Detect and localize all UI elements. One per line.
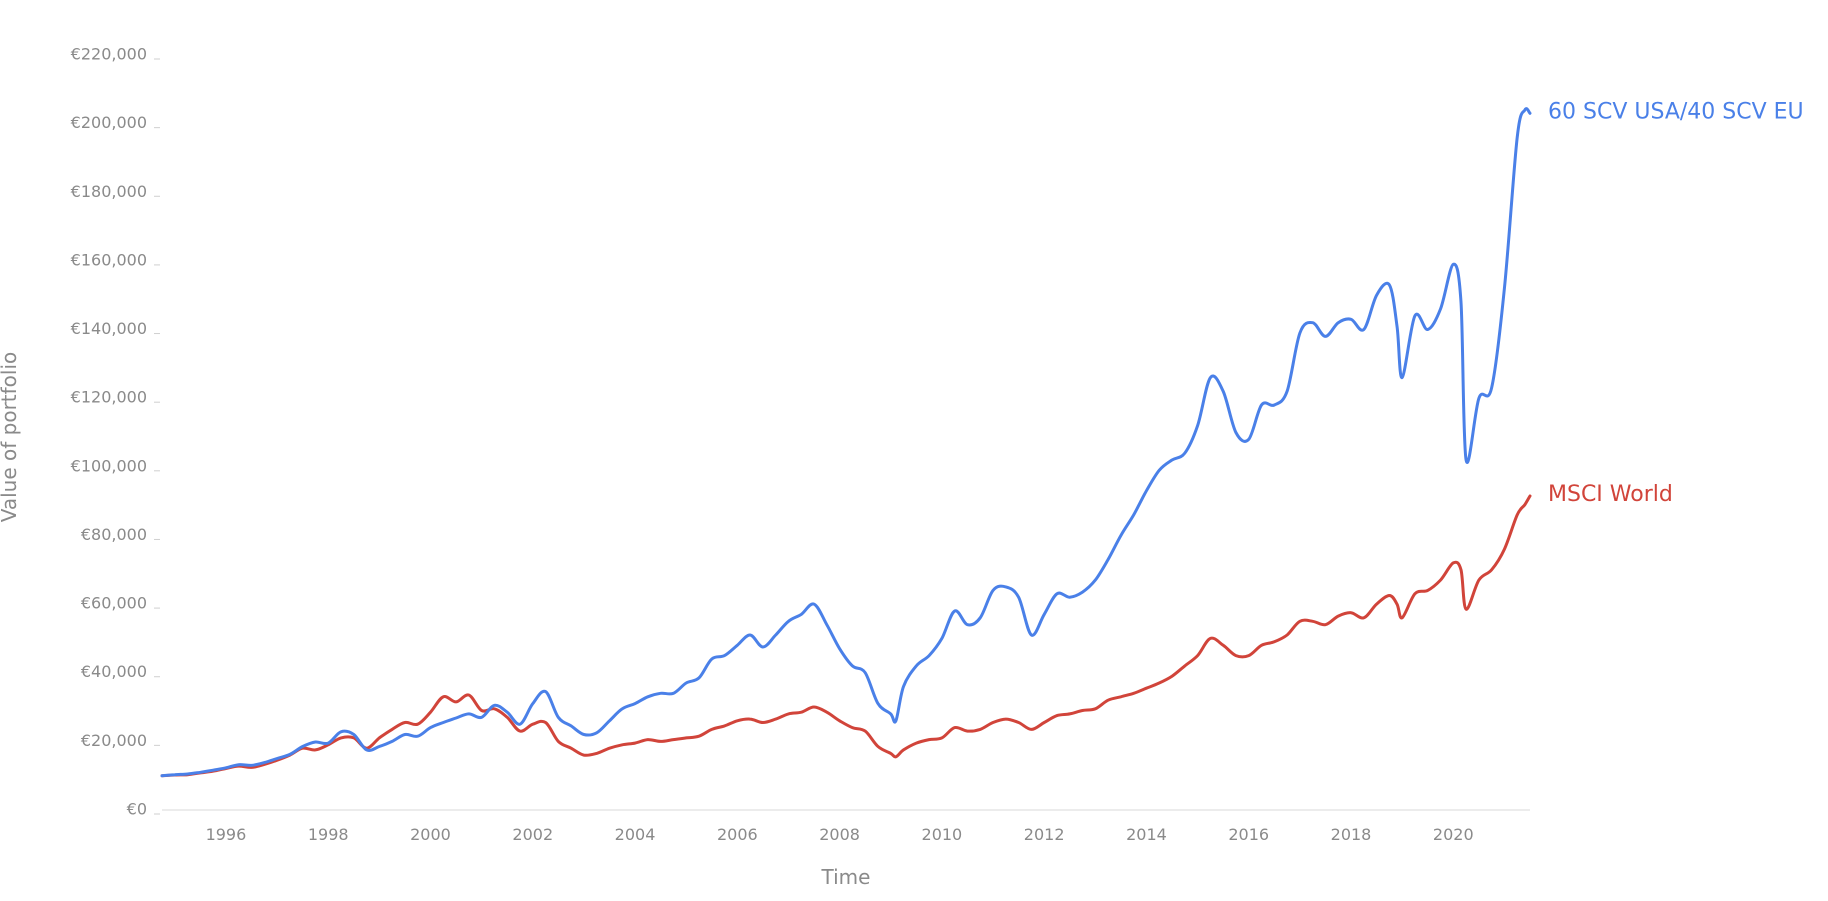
y-axis-title: Value of portfolio: [0, 352, 21, 523]
x-tick-label: 2020: [1433, 825, 1474, 844]
y-tick-label: €60,000: [81, 594, 147, 613]
series-label-60-scv-usa-40-scv-eu: 60 SCV USA/40 SCV EU: [1548, 99, 1804, 124]
x-axis-tick-labels: 1996 1998 2000 2002 2004 2006 2008 2010 2012 2014…: [206, 825, 1474, 844]
x-tick-label: 2016: [1228, 825, 1269, 844]
series-line-60-scv-usa-40-scv-eu: [160, 107, 1532, 778]
y-tick-label: €220,000: [71, 45, 147, 64]
x-axis-title: Time: [821, 865, 871, 889]
x-tick-label: 2018: [1331, 825, 1372, 844]
y-tick-label: €140,000: [71, 319, 147, 338]
series-labels: 60 SCV USA/40 SCV EU MSCI World: [1548, 99, 1804, 507]
series-line-msci-world: [160, 494, 1532, 778]
x-tick-label: 2006: [717, 825, 758, 844]
x-tick-label: 2004: [615, 825, 656, 844]
y-tick-label: €0: [127, 800, 147, 819]
x-tick-label: 1996: [206, 825, 247, 844]
y-tick-label: €40,000: [81, 662, 147, 681]
y-axis-tick-labels: €0 €20,000 €40,000 €60,000 €80,000 €100,000 €1…: [71, 45, 147, 819]
y-tick-label: €120,000: [71, 388, 147, 407]
axes: [154, 58, 1530, 815]
x-tick-label: 2010: [922, 825, 963, 844]
y-tick-label: €20,000: [81, 731, 147, 750]
x-tick-label: 2008: [819, 825, 860, 844]
series-label-msci-world: MSCI World: [1548, 482, 1673, 507]
series-lines: [160, 107, 1532, 778]
y-tick-label: €200,000: [71, 113, 147, 132]
y-tick-label: €80,000: [81, 525, 147, 544]
y-tick-label: €100,000: [71, 456, 147, 475]
x-tick-label: 2002: [512, 825, 553, 844]
x-tick-label: 2012: [1024, 825, 1065, 844]
x-tick-label: 2000: [410, 825, 451, 844]
x-tick-label: 2014: [1126, 825, 1167, 844]
y-tick-label: €160,000: [71, 250, 147, 269]
x-tick-label: 1998: [308, 825, 349, 844]
y-tick-label: €180,000: [71, 182, 147, 201]
